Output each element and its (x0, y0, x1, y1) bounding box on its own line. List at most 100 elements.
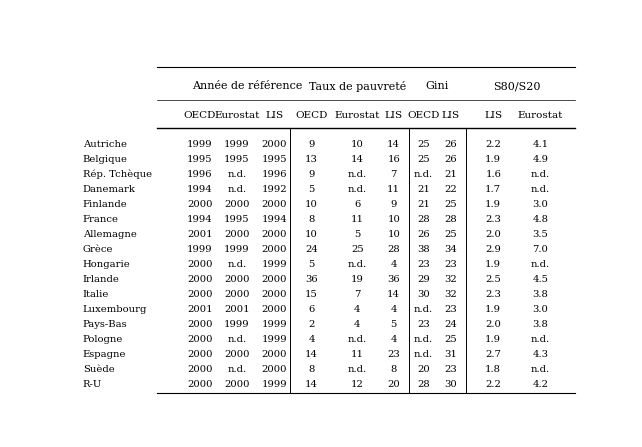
Text: 9: 9 (308, 140, 315, 149)
Text: 2.9: 2.9 (485, 245, 501, 254)
Text: 10: 10 (351, 140, 364, 149)
Text: 1994: 1994 (187, 215, 213, 224)
Text: Espagne: Espagne (83, 350, 126, 359)
Text: 4.9: 4.9 (532, 155, 548, 164)
Text: 2001: 2001 (224, 305, 250, 314)
Text: Eurostat: Eurostat (214, 111, 259, 120)
Text: 2001: 2001 (187, 230, 213, 239)
Text: 25: 25 (351, 245, 364, 254)
Text: Pologne: Pologne (83, 335, 123, 344)
Text: 2.0: 2.0 (485, 320, 501, 329)
Text: 8: 8 (390, 365, 397, 374)
Text: 25: 25 (444, 230, 457, 239)
Text: 34: 34 (444, 245, 457, 254)
Text: n.d.: n.d. (227, 170, 247, 179)
Text: Suède: Suède (83, 365, 114, 374)
Text: R-U: R-U (83, 380, 102, 389)
Text: 23: 23 (444, 260, 457, 269)
Text: 26: 26 (445, 155, 457, 164)
Text: 2000: 2000 (187, 365, 213, 374)
Text: 14: 14 (351, 155, 364, 164)
Text: 7.0: 7.0 (533, 245, 548, 254)
Text: 9: 9 (308, 170, 315, 179)
Text: Taux de pauvreté: Taux de pauvreté (309, 81, 406, 92)
Text: n.d.: n.d. (531, 365, 550, 374)
Text: 3.5: 3.5 (533, 230, 548, 239)
Text: Allemagne: Allemagne (83, 230, 137, 239)
Text: 1999: 1999 (187, 245, 213, 254)
Text: 1.9: 1.9 (485, 305, 501, 314)
Text: 23: 23 (387, 350, 400, 359)
Text: 1999: 1999 (261, 335, 287, 344)
Text: n.d.: n.d. (531, 335, 550, 344)
Text: n.d.: n.d. (414, 350, 433, 359)
Text: 13: 13 (305, 155, 318, 164)
Text: Année de référence: Année de référence (192, 81, 302, 91)
Text: 2000: 2000 (261, 230, 287, 239)
Text: 2000: 2000 (224, 275, 250, 284)
Text: 2000: 2000 (261, 350, 287, 359)
Text: 10: 10 (387, 215, 400, 224)
Text: 25: 25 (417, 155, 430, 164)
Text: 4.3: 4.3 (532, 350, 548, 359)
Text: Eurostat: Eurostat (334, 111, 380, 120)
Text: 2: 2 (308, 320, 315, 329)
Text: 23: 23 (444, 365, 457, 374)
Text: LIS: LIS (442, 111, 460, 120)
Text: Pays-Bas: Pays-Bas (83, 320, 127, 329)
Text: 11: 11 (351, 215, 364, 224)
Text: 14: 14 (305, 380, 318, 389)
Text: 1999: 1999 (224, 140, 250, 149)
Text: 4.1: 4.1 (532, 140, 548, 149)
Text: 2000: 2000 (187, 275, 213, 284)
Text: 4.8: 4.8 (532, 215, 548, 224)
Text: 25: 25 (417, 140, 430, 149)
Text: 2.0: 2.0 (485, 230, 501, 239)
Text: 1.8: 1.8 (485, 365, 501, 374)
Text: 4: 4 (354, 320, 361, 329)
Text: 2.5: 2.5 (485, 275, 501, 284)
Text: 3.0: 3.0 (533, 305, 548, 314)
Text: 20: 20 (417, 365, 430, 374)
Text: 2000: 2000 (224, 290, 250, 299)
Text: 16: 16 (387, 155, 400, 164)
Text: 9: 9 (390, 200, 397, 209)
Text: 28: 28 (417, 215, 430, 224)
Text: 20: 20 (387, 380, 400, 389)
Text: 1992: 1992 (261, 185, 287, 194)
Text: LIS: LIS (265, 111, 283, 120)
Text: 30: 30 (444, 380, 457, 389)
Text: 23: 23 (417, 260, 430, 269)
Text: 24: 24 (305, 245, 318, 254)
Text: 1995: 1995 (224, 155, 250, 164)
Text: 2000: 2000 (187, 200, 213, 209)
Text: n.d.: n.d. (227, 185, 247, 194)
Text: 24: 24 (444, 320, 457, 329)
Text: 10: 10 (305, 200, 318, 209)
Text: 1.9: 1.9 (485, 260, 501, 269)
Text: 25: 25 (444, 335, 457, 344)
Text: 2000: 2000 (261, 200, 287, 209)
Text: 2000: 2000 (261, 290, 287, 299)
Text: n.d.: n.d. (227, 260, 247, 269)
Text: Finlande: Finlande (83, 200, 128, 209)
Text: 2000: 2000 (187, 260, 213, 269)
Text: LIS: LIS (484, 111, 502, 120)
Text: 11: 11 (351, 350, 364, 359)
Text: 8: 8 (308, 365, 315, 374)
Text: 1999: 1999 (187, 140, 213, 149)
Text: 23: 23 (417, 320, 430, 329)
Text: 8: 8 (308, 215, 315, 224)
Text: 36: 36 (387, 275, 400, 284)
Text: n.d.: n.d. (531, 260, 550, 269)
Text: n.d.: n.d. (227, 335, 247, 344)
Text: 28: 28 (417, 380, 430, 389)
Text: 23: 23 (444, 305, 457, 314)
Text: 1.9: 1.9 (485, 155, 501, 164)
Text: 1999: 1999 (261, 380, 287, 389)
Text: n.d.: n.d. (348, 185, 367, 194)
Text: n.d.: n.d. (348, 170, 367, 179)
Text: Luxembourg: Luxembourg (83, 305, 147, 314)
Text: 38: 38 (417, 245, 430, 254)
Text: n.d.: n.d. (348, 365, 367, 374)
